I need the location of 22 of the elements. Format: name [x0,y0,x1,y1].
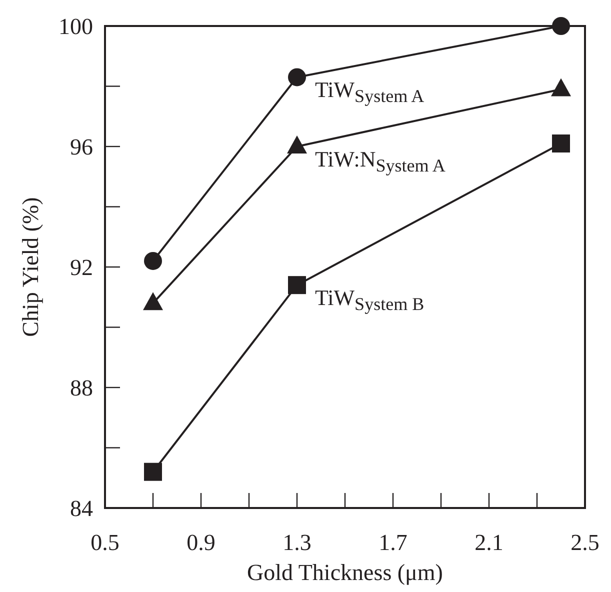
point [144,252,162,270]
x-tick-label: 2.1 [474,530,504,555]
y-tick-label: 88 [70,376,93,400]
x-tick-label: 0.9 [186,530,216,555]
x-tick-label: 1.3 [282,530,312,555]
series-label: TiW$_{System B}$ [315,285,424,314]
y-axis-title: Chip Yield (%) [18,197,43,337]
x-tick-label: 0.5 [90,530,120,555]
x-tick-label: 1.7 [378,530,408,555]
y-tick-label: 92 [70,255,93,280]
series-label: TiW$_{System A}$ [315,77,424,107]
y-tick-label: 100 [58,14,93,39]
point [552,134,570,152]
y-tick-label: 84 [70,496,94,521]
series-label: TiW:N$_{System A}$ [315,146,446,176]
point [144,462,162,481]
point [288,276,306,294]
point [552,17,570,35]
point [288,68,306,86]
y-tick-label: 96 [70,134,93,160]
x-axis-title: Gold Thickness (μm) [247,560,443,585]
x-tick-label: 2.5 [570,530,600,555]
